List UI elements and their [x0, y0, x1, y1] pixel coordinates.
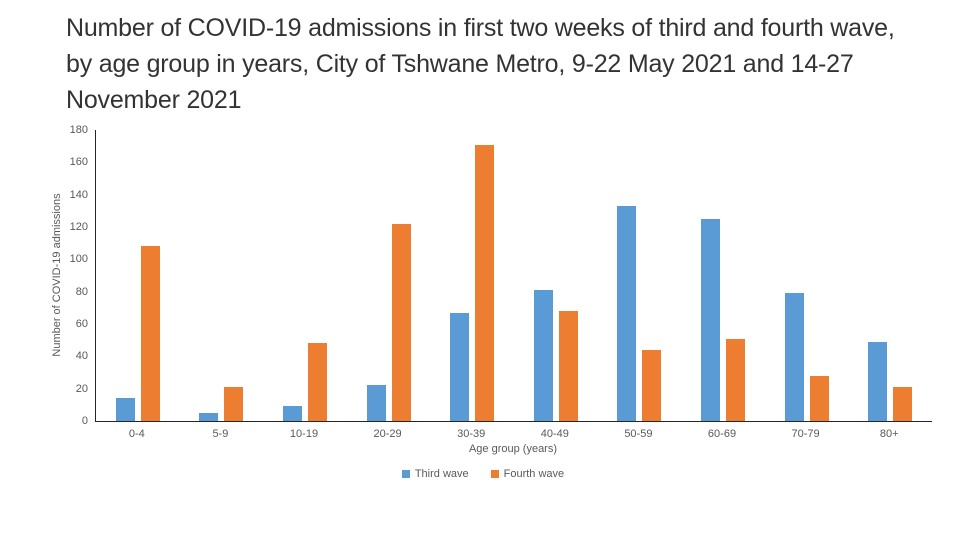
- legend-item-fourth-wave: Fourth wave: [490, 468, 565, 480]
- x-tick-label: 50-59: [624, 428, 653, 440]
- legend-swatch-icon: [401, 470, 410, 478]
- y-axis-title: Number of COVID-19 admissions: [51, 193, 63, 357]
- y-tick-label: 140: [69, 188, 88, 201]
- x-tick-label: 20-29: [373, 428, 402, 440]
- x-tick-label: 70-79: [791, 428, 820, 440]
- x-tick-label: 5-9: [212, 428, 229, 440]
- legend-item-third-wave: Third wave: [401, 468, 469, 480]
- y-tick-label: 180: [69, 124, 88, 136]
- bar-third-wave-10-19: [283, 406, 302, 421]
- bar-third-wave-80+: [868, 341, 888, 421]
- bar-third-wave-60-69: [701, 218, 720, 421]
- x-tick-label: 30-39: [457, 428, 486, 440]
- y-tick-label: 60: [75, 318, 88, 330]
- bar-fourth-wave-5-9: [224, 387, 244, 421]
- x-tick-label: 60-69: [707, 428, 737, 440]
- x-axis-title: Age group (years): [468, 443, 558, 455]
- bar-third-wave-5-9: [199, 412, 219, 421]
- y-tick-label: 40: [75, 350, 88, 363]
- chart-title: Number of COVID-19 admissions in first t…: [66, 14, 895, 114]
- bar-fourth-wave-40-49: [558, 311, 578, 421]
- y-tick-label: 120: [69, 221, 88, 233]
- bar-fourth-wave-10-19: [308, 343, 327, 421]
- legend-label: Fourth wave: [503, 468, 565, 480]
- y-tick-label: 0: [81, 415, 88, 427]
- bar-third-wave-40-49: [533, 290, 553, 421]
- bar-third-wave-20-29: [366, 385, 386, 421]
- legend: Third wave Fourth wave: [0, 468, 966, 480]
- legend-label: Third wave: [414, 468, 469, 480]
- x-tick-label: 80+: [879, 428, 899, 440]
- bar-fourth-wave-60-69: [726, 338, 745, 421]
- x-tick-label: 40-49: [540, 428, 569, 440]
- bar-third-wave-70-79: [784, 293, 804, 421]
- legend-swatch-icon: [490, 470, 499, 478]
- bar-third-wave-0-4: [115, 398, 135, 421]
- x-tick-label: 10-19: [289, 428, 319, 440]
- y-tick-label: 100: [69, 253, 88, 266]
- y-tick-label: 160: [69, 156, 88, 169]
- bar-third-wave-30-39: [450, 312, 470, 421]
- bar-third-wave-50-59: [617, 205, 637, 421]
- bar-fourth-wave-70-79: [809, 375, 829, 421]
- bar-fourth-wave-0-4: [140, 246, 160, 421]
- bar-fourth-wave-30-39: [475, 144, 495, 421]
- y-tick-label: 80: [75, 285, 88, 298]
- x-tick-label: 0-4: [128, 428, 145, 440]
- plot-area: [95, 130, 932, 422]
- y-tick-label: 20: [75, 382, 88, 395]
- bar-fourth-wave-80+: [893, 387, 913, 421]
- bar-fourth-wave-50-59: [642, 349, 662, 421]
- bar-fourth-wave-20-29: [391, 223, 411, 421]
